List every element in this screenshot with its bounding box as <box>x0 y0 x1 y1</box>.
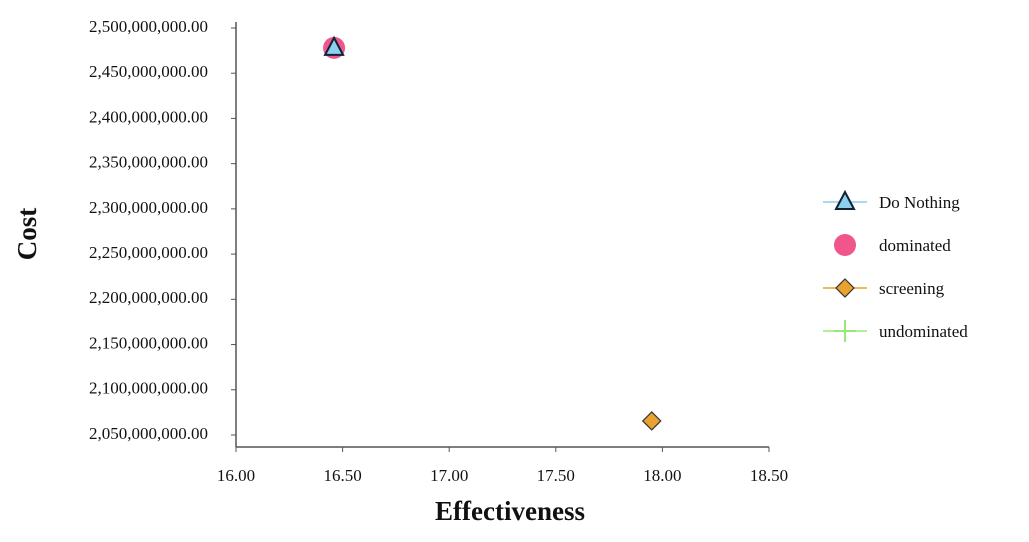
x-tick-label: 16.50 <box>323 466 361 485</box>
y-tick-label: 2,500,000,000.00 <box>89 17 208 36</box>
y-axis-title: Cost <box>12 208 42 261</box>
legend-marker <box>834 234 856 256</box>
legend-marker <box>835 278 855 298</box>
point <box>323 35 345 56</box>
x-axis-title: Effectiveness <box>435 496 585 526</box>
x-tick-label: 18.50 <box>750 466 788 485</box>
y-tick-label: 2,200,000,000.00 <box>89 288 208 307</box>
legend-marker <box>834 189 856 210</box>
legend-label: Do Nothing <box>879 193 960 212</box>
y-tick-label: 2,050,000,000.00 <box>89 424 208 443</box>
legend-label: screening <box>879 279 945 298</box>
legend-label: undominated <box>879 322 968 341</box>
legend-marker <box>834 320 856 342</box>
x-tick-label: 18.00 <box>643 466 681 485</box>
x-tick-label: 17.00 <box>430 466 468 485</box>
y-tick-label: 2,100,000,000.00 <box>89 379 208 398</box>
y-tick-label: 2,250,000,000.00 <box>89 243 208 262</box>
y-tick-label: 2,350,000,000.00 <box>89 153 208 172</box>
x-tick-label: 16.00 <box>217 466 255 485</box>
y-tick-label: 2,400,000,000.00 <box>89 107 208 126</box>
y-tick-label: 2,150,000,000.00 <box>89 333 208 352</box>
x-tick-label: 17.50 <box>537 466 575 485</box>
point <box>641 411 662 431</box>
legend-label: dominated <box>879 236 951 255</box>
y-tick-label: 2,300,000,000.00 <box>89 198 208 217</box>
y-tick-label: 2,450,000,000.00 <box>89 62 208 81</box>
